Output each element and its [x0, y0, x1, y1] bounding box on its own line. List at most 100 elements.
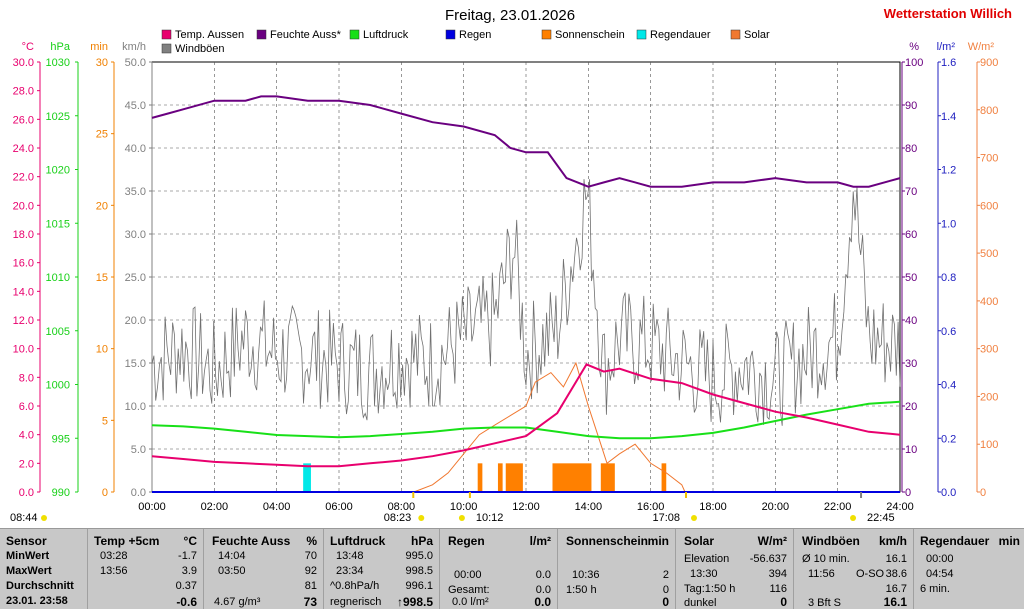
wind-tick-label: 0.0 — [131, 487, 146, 499]
temp-max: 3.9 — [181, 565, 197, 577]
humidity-tick-label: 40 — [905, 315, 917, 327]
solar-tick-label: 700 — [980, 153, 998, 165]
solar-day: 116 — [769, 583, 787, 595]
solar-line — [413, 361, 686, 493]
minutes-tick-label: 20 — [96, 200, 108, 212]
humidity-tick-label: 60 — [905, 229, 917, 241]
temp-tick-label: 20.0 — [13, 200, 34, 212]
minutes-tick-label: 25 — [96, 129, 108, 141]
sun-val: 2 — [662, 569, 669, 581]
temp-tick-label: 2.0 — [19, 458, 34, 470]
time-tick-label: 00:00 — [138, 501, 166, 513]
pressure-line — [151, 400, 901, 440]
humidity-tick-label: 0 — [905, 487, 911, 499]
sunset-label: 17:08 — [652, 512, 680, 524]
solar-axis-unit: W/m² — [968, 41, 995, 53]
temp-tick-label: 8.0 — [19, 372, 34, 384]
col-unit: km/h — [878, 534, 907, 548]
temp-tick-label: 14.0 — [13, 286, 34, 298]
col-unit: min — [647, 534, 669, 548]
temp-tick-label: 16.0 — [13, 258, 34, 270]
solar-day-label: Tag:1:50 h — [684, 583, 736, 595]
wind-max-time: 11:56 — [808, 568, 835, 580]
temperature-line — [151, 363, 901, 468]
temp-tick-label: 30.0 — [13, 57, 34, 69]
time-tick-label: 14:00 — [575, 501, 603, 513]
rain-tick-label: 1.2 — [941, 165, 956, 177]
temp-avg: 0.37 — [175, 580, 197, 592]
solar-max-time: 13:30 — [690, 568, 718, 580]
wind-tick-label: 10.0 — [125, 401, 146, 413]
rain-tick-label: 0.0 — [941, 487, 956, 499]
col-wind: Windböen km/h Ø 10 min. 16.1 11:56 O-SO … — [794, 529, 914, 609]
sunshine-bar — [477, 463, 483, 492]
pressure-tick-label: 1030 — [46, 57, 70, 69]
solar-state: dunkel — [684, 597, 717, 609]
wind-tick-label: 40.0 — [125, 143, 146, 155]
wind-avg-label: Ø 10 min. — [802, 553, 850, 565]
minutes-tick-label: 30 — [96, 57, 108, 69]
legend-label: Feuchte Auss* — [270, 29, 342, 41]
solar-tick-label: 800 — [980, 105, 998, 117]
press-trend: ^0.8hPa/h — [330, 580, 380, 592]
station-name: Wetterstation Willich — [884, 6, 1012, 21]
humidity-tick-label: 10 — [905, 444, 917, 456]
rain-tick-label: 0.8 — [941, 272, 956, 284]
humidity-tick-label: 50 — [905, 272, 917, 284]
humidity-line — [151, 95, 901, 188]
legend-label: Temp. Aussen — [175, 29, 244, 41]
col-title: Solar — [684, 534, 715, 548]
col-unit: min — [998, 534, 1020, 548]
temp-tick-label: 12.0 — [13, 315, 34, 327]
press-min-time: 13:48 — [336, 550, 364, 562]
minutes-tick-label: 15 — [96, 272, 108, 284]
col-unit: °C — [183, 534, 197, 548]
hum-min-time: 14:04 — [218, 550, 246, 562]
press-current: ↑998.5 — [396, 595, 433, 609]
time-tick-label: 10:00 — [450, 501, 478, 513]
rain-time: 00:00 — [454, 569, 482, 581]
solar-tick-label: 600 — [980, 200, 998, 212]
wind-max: 38.6 — [885, 568, 907, 580]
legend-swatch — [636, 29, 647, 40]
legend-swatch — [445, 29, 456, 40]
pressure-tick-label: 990 — [52, 487, 70, 499]
solar-tick-label: 0 — [980, 487, 986, 499]
statistics-table: Sensor MinWert MaxWert Durchschnitt 23.0… — [0, 528, 1024, 609]
sunset-icon — [690, 515, 697, 521]
legend-swatch — [161, 43, 172, 54]
press-min: 995.0 — [405, 550, 433, 562]
col-title: Regen — [448, 534, 485, 548]
press-weather: regnerisch — [330, 596, 382, 608]
col-sensor: Sensor MinWert MaxWert Durchschnitt 23.0… — [0, 529, 88, 609]
temp-tick-label: 28.0 — [13, 86, 34, 98]
hum-current: 73 — [303, 595, 317, 609]
col-temp: Temp +5cm °C 03:28 -1.7 13:56 3.9 0.37 -… — [88, 529, 204, 609]
temp-tick-label: 10.0 — [13, 344, 34, 356]
sunshine-bar — [661, 463, 667, 492]
row-label-avg: Durchschnitt — [6, 580, 74, 592]
sunshine-bar — [505, 463, 523, 492]
moonrise-icon — [41, 515, 47, 521]
solar-max: 394 — [768, 568, 787, 580]
sunshine-bar — [600, 463, 615, 492]
wind-tick-label: 50.0 — [125, 57, 146, 69]
press-max-time: 23:34 — [336, 565, 364, 577]
wind-max-dir: O-SO — [856, 568, 885, 580]
wind-tick-label: 45.0 — [125, 100, 146, 112]
sunshine-bar — [497, 463, 503, 492]
temp-tick-label: 6.0 — [19, 401, 34, 413]
legend-swatch — [541, 29, 552, 40]
raindur-total: 6 min. — [920, 583, 950, 595]
pressure-tick-label: 1005 — [46, 326, 70, 338]
rain-val: 0.0 — [535, 569, 551, 581]
raindur-row2: 04:54 — [926, 568, 954, 580]
solar-tick-label: 400 — [980, 296, 998, 308]
col-title: Windböen — [802, 534, 860, 548]
col-solar: Solar W/m² Elevation -56.637 13:30 394 T… — [676, 529, 794, 609]
row-label-max: MaxWert — [6, 565, 52, 577]
wind-tick-label: 35.0 — [125, 186, 146, 198]
minutes-axis-unit: min — [90, 41, 108, 53]
rain-total-label: Gesamt: — [448, 584, 490, 596]
wind-axis-unit: km/h — [122, 41, 146, 53]
